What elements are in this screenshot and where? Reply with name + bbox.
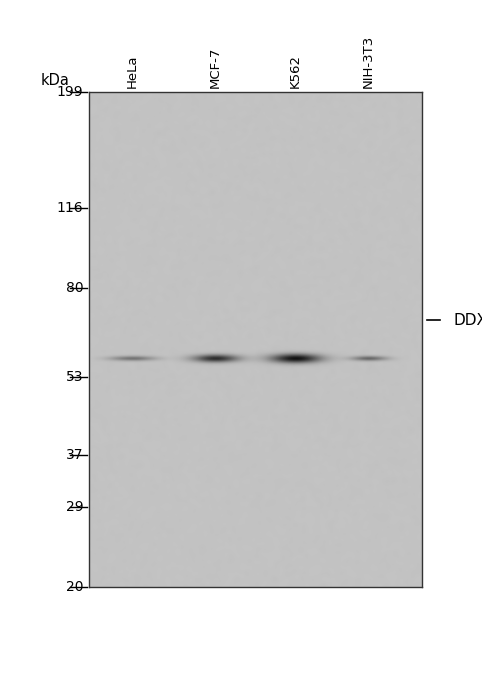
Text: 20: 20 bbox=[66, 581, 83, 594]
Text: 29: 29 bbox=[66, 500, 83, 514]
Text: MCF-7: MCF-7 bbox=[209, 47, 222, 88]
Text: K562: K562 bbox=[289, 54, 302, 88]
Text: 116: 116 bbox=[57, 201, 83, 215]
Text: 199: 199 bbox=[57, 85, 83, 98]
Text: 37: 37 bbox=[66, 447, 83, 462]
Text: 80: 80 bbox=[66, 281, 83, 295]
Text: DDX5: DDX5 bbox=[453, 312, 482, 328]
Text: HeLa: HeLa bbox=[126, 55, 139, 88]
Text: NIH-3T3: NIH-3T3 bbox=[362, 35, 375, 88]
Text: kDa: kDa bbox=[41, 73, 70, 88]
Text: 53: 53 bbox=[66, 370, 83, 384]
